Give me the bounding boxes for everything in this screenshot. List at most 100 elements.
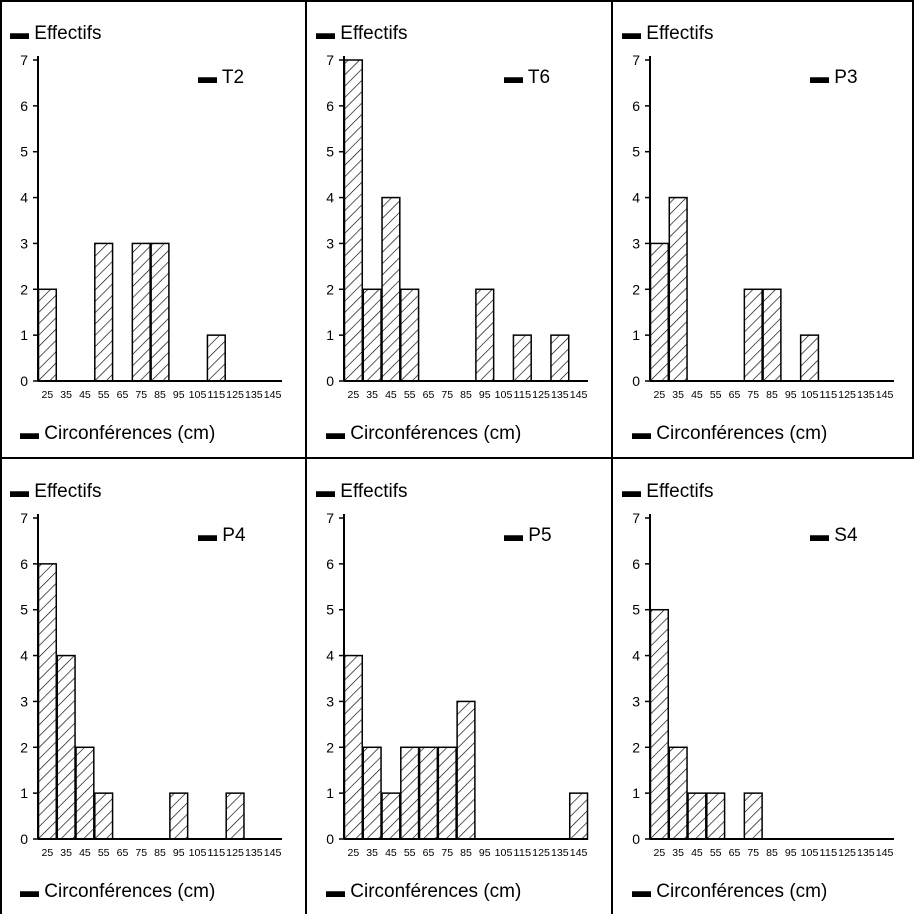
y-axis-label: ▬ Effectifs	[10, 23, 102, 44]
y-tick-label: 1	[632, 327, 640, 343]
x-tick-label: 55	[98, 847, 110, 859]
bar-75	[743, 792, 763, 840]
y-tick-label: 6	[632, 556, 640, 572]
y-tick-label: 0	[20, 373, 28, 389]
histogram-panel-p5: ▬ Effectifs ▬ P5 0 1 2 3 4 5 6 7 25 35 45 55 65 75 85 95 1…	[306, 458, 612, 914]
y-tick-label: 4	[326, 190, 334, 206]
x-tick-label: 105	[801, 847, 819, 859]
x-tick-label: 105	[189, 847, 207, 859]
x-tick-label: 25	[654, 389, 666, 401]
y-axis-label: ▬ Effectifs	[316, 481, 408, 502]
x-tick-label: 65	[423, 847, 435, 859]
x-tick-label: 135	[245, 847, 263, 859]
x-tick-label: 85	[460, 847, 472, 859]
y-tick-label: 7	[20, 52, 28, 68]
x-tick-label: 125	[532, 847, 550, 859]
x-axis-label: ▬ Circonférences (cm)	[632, 881, 827, 902]
bar-75	[743, 288, 763, 382]
histogram-panel-s4: ▬ Effectifs ▬ S4 0 1 2 3 4 5 6 7 25 35 45 55 65 75 85 95 1…	[612, 458, 914, 914]
x-tick-label: 125	[532, 389, 550, 401]
x-axis-label: ▬ Circonférences (cm)	[326, 881, 521, 902]
x-tick-label: 25	[42, 389, 54, 401]
bar-55	[94, 242, 114, 382]
x-tick-label: 75	[441, 847, 453, 859]
bar-35	[668, 746, 688, 840]
panel-title: ▬ S4	[810, 525, 858, 546]
bar-45	[381, 196, 401, 382]
bar-55	[94, 792, 114, 840]
x-tick-label: 75	[135, 389, 147, 401]
x-tick-label: 125	[838, 847, 856, 859]
x-tick-label: 95	[479, 847, 491, 859]
x-tick-label: 115	[513, 389, 531, 401]
bar-85	[456, 700, 476, 840]
x-tick-label: 85	[766, 847, 778, 859]
y-tick-label: 7	[326, 510, 334, 526]
x-tick-label: 25	[654, 847, 666, 859]
y-tick-label: 6	[326, 98, 334, 114]
x-tick-label: 45	[691, 847, 703, 859]
histogram-panel-p4: ▬ Effectifs ▬ P4 0 1 2 3 4 5 6 7 25 35 45 55 65 75 85 95 1…	[0, 458, 306, 914]
x-tick-label: 105	[495, 389, 513, 401]
bar-45	[75, 746, 95, 840]
panel-title: ▬ T2	[198, 67, 244, 88]
x-tick-label: 95	[785, 847, 797, 859]
y-tick-label: 4	[326, 648, 334, 664]
y-tick-label: 3	[632, 235, 640, 251]
x-tick-label: 35	[672, 847, 684, 859]
bar-105	[799, 334, 820, 382]
y-tick-label: 7	[20, 510, 28, 526]
y-tick-label: 5	[632, 602, 640, 618]
bar-65	[418, 746, 439, 840]
x-tick-label: 85	[766, 389, 778, 401]
bar-95	[169, 792, 189, 840]
x-tick-label: 105	[189, 389, 207, 401]
bar-35	[362, 746, 382, 840]
x-tick-label: 145	[876, 389, 894, 401]
bar-85	[150, 242, 170, 382]
histogram-panel-t6: ▬ Effectifs ▬ T6 0 1 2 3 4 5 6 7 25 35 45 55 65 75 85 95 1…	[306, 0, 612, 458]
y-tick-label: 1	[20, 785, 28, 801]
y-axis-label: ▬ Effectifs	[316, 23, 408, 44]
x-tick-label: 25	[348, 847, 360, 859]
x-tick-label: 135	[857, 389, 875, 401]
x-axis-label: ▬ Circonférences (cm)	[632, 423, 827, 444]
x-tick-label: 25	[42, 847, 54, 859]
x-tick-label: 115	[207, 389, 225, 401]
y-tick-label: 6	[326, 556, 334, 572]
y-tick-label: 6	[20, 98, 28, 114]
y-tick-label: 1	[20, 327, 28, 343]
panel-title: ▬ P5	[504, 525, 552, 546]
x-tick-label: 85	[154, 389, 166, 401]
x-tick-label: 45	[79, 847, 91, 859]
x-tick-label: 95	[173, 847, 185, 859]
y-tick-label: 3	[20, 693, 28, 709]
bar-35	[362, 288, 382, 382]
y-tick-label: 2	[326, 281, 334, 297]
x-tick-label: 105	[801, 389, 819, 401]
x-tick-label: 145	[570, 847, 588, 859]
x-tick-label: 35	[60, 847, 72, 859]
x-tick-label: 55	[404, 389, 416, 401]
bar-115	[206, 334, 226, 382]
x-tick-label: 65	[729, 389, 741, 401]
panel-title: ▬ P3	[810, 67, 858, 88]
y-tick-label: 3	[20, 235, 28, 251]
x-axis-label: ▬ Circonférences (cm)	[20, 881, 215, 902]
y-tick-label: 5	[632, 144, 640, 160]
bar-45	[381, 792, 401, 840]
histogram-panel-t2: ▬ Effectifs ▬ T2 0 1 2 3 4 5 6 7 25 35 45 55 65 75 85 95 1…	[0, 0, 306, 458]
x-tick-label: 115	[207, 847, 225, 859]
x-tick-label: 115	[513, 847, 531, 859]
x-tick-label: 135	[551, 389, 569, 401]
y-tick-label: 3	[326, 235, 334, 251]
x-tick-label: 45	[385, 389, 397, 401]
x-tick-label: 45	[79, 389, 91, 401]
bar-25	[37, 563, 58, 840]
y-axis-label: ▬ Effectifs	[622, 23, 714, 44]
